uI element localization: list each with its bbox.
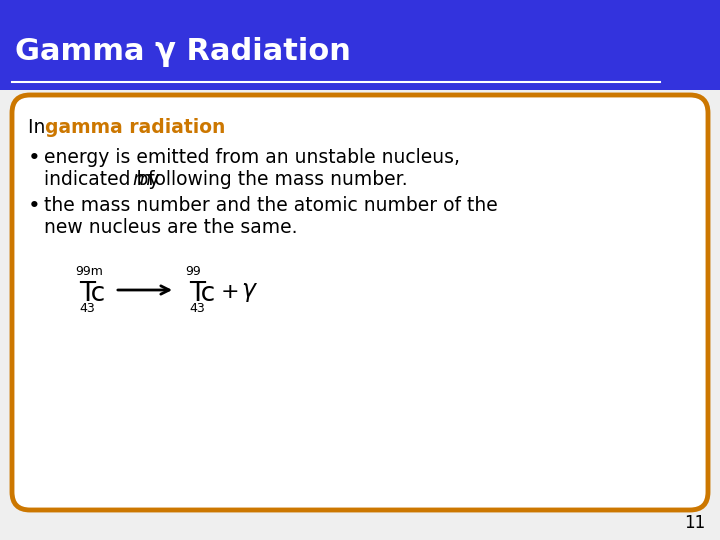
Text: m: m xyxy=(132,170,150,189)
Text: 99m: 99m xyxy=(75,265,103,278)
Text: the mass number and the atomic number of the: the mass number and the atomic number of… xyxy=(44,196,498,215)
Text: indicated by: indicated by xyxy=(44,170,166,189)
Text: +: + xyxy=(221,282,240,302)
Text: 99: 99 xyxy=(185,265,201,278)
Text: 43: 43 xyxy=(189,302,204,315)
FancyBboxPatch shape xyxy=(12,95,708,510)
Text: 11: 11 xyxy=(684,514,705,532)
Text: Tc: Tc xyxy=(79,281,105,307)
Text: Tc: Tc xyxy=(189,281,215,307)
Text: $\gamma$: $\gamma$ xyxy=(241,280,258,304)
Text: •: • xyxy=(28,196,41,216)
Text: 43: 43 xyxy=(79,302,95,315)
Text: new nucleus are the same.: new nucleus are the same. xyxy=(44,218,297,237)
Text: following the mass number.: following the mass number. xyxy=(142,170,408,189)
Text: •: • xyxy=(28,148,41,168)
Text: Gamma γ Radiation: Gamma γ Radiation xyxy=(15,37,351,67)
Text: gamma radiation: gamma radiation xyxy=(45,118,225,137)
Text: In: In xyxy=(28,118,51,137)
FancyBboxPatch shape xyxy=(0,0,720,90)
Text: energy is emitted from an unstable nucleus,: energy is emitted from an unstable nucle… xyxy=(44,148,460,167)
